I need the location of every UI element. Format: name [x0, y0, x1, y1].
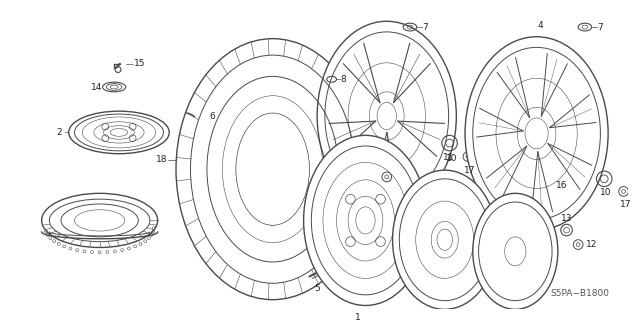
Text: 9: 9: [386, 186, 392, 195]
Text: 18: 18: [156, 155, 167, 164]
Text: 14: 14: [91, 83, 102, 92]
Text: 2: 2: [56, 128, 62, 137]
Ellipse shape: [303, 135, 428, 306]
Ellipse shape: [465, 37, 608, 230]
Ellipse shape: [317, 21, 456, 211]
Text: 15: 15: [134, 59, 145, 68]
Text: 1: 1: [355, 313, 360, 320]
Ellipse shape: [42, 193, 157, 247]
Text: 17: 17: [464, 166, 476, 175]
Text: 16: 16: [556, 181, 568, 190]
Text: 7: 7: [422, 23, 428, 32]
Text: 5: 5: [314, 284, 320, 292]
Text: 6: 6: [210, 111, 216, 121]
Ellipse shape: [68, 111, 169, 154]
Text: 4: 4: [538, 20, 543, 30]
Text: 10: 10: [600, 188, 612, 197]
Text: 13: 13: [561, 214, 572, 223]
Text: 12: 12: [586, 240, 597, 249]
Text: 3: 3: [310, 203, 316, 212]
Text: 7: 7: [598, 23, 604, 32]
Text: 11: 11: [443, 153, 454, 162]
Text: 8: 8: [340, 75, 346, 84]
Text: 17: 17: [620, 200, 631, 209]
Ellipse shape: [176, 39, 369, 300]
Ellipse shape: [392, 170, 497, 309]
Ellipse shape: [473, 193, 558, 309]
Ellipse shape: [236, 113, 309, 225]
Text: 10: 10: [446, 154, 457, 163]
Text: S5PA−B1800: S5PA−B1800: [550, 289, 609, 298]
